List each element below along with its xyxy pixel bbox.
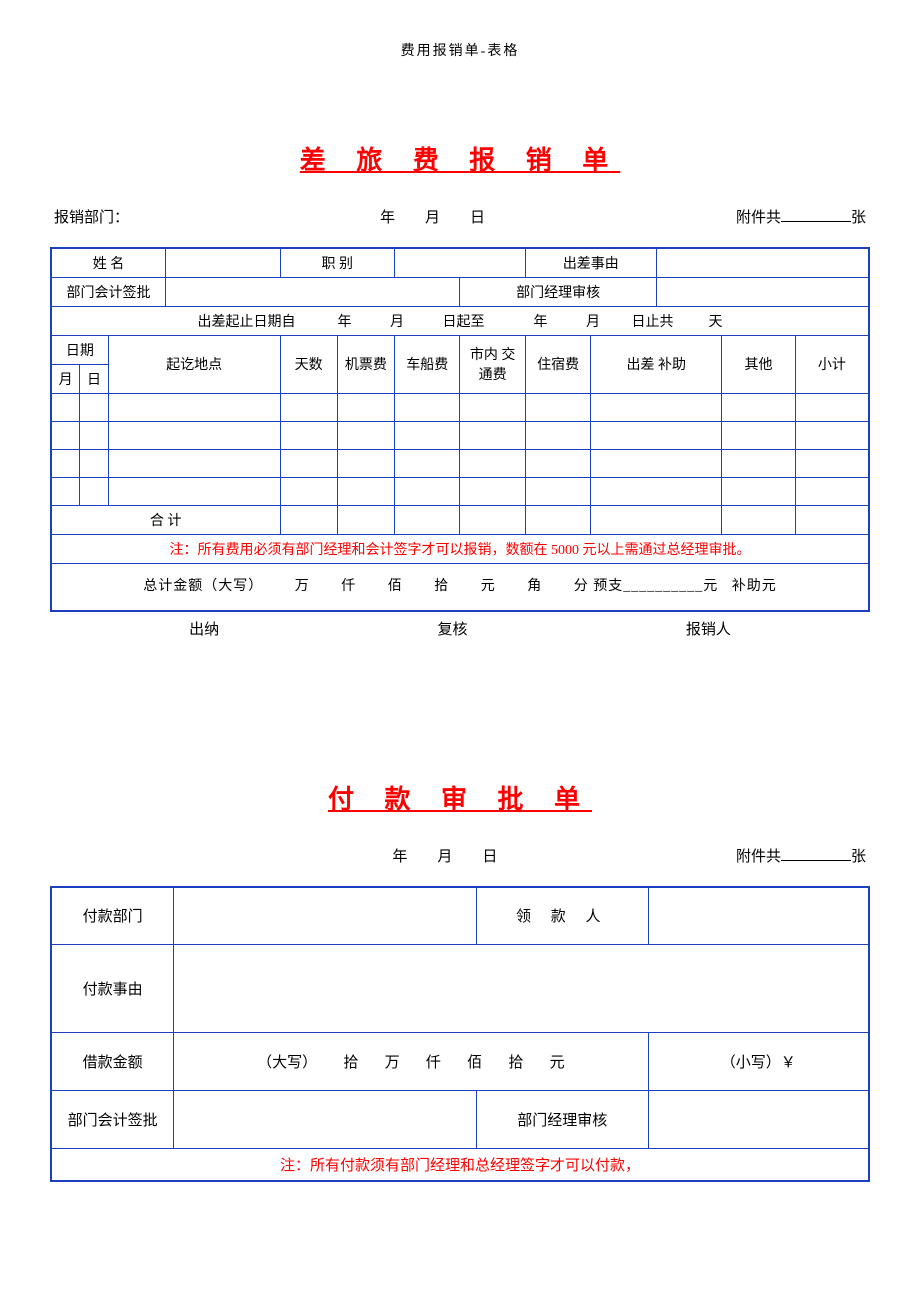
row-name: 姓 名 职 别 出差事由 <box>51 248 869 278</box>
hdr-date: 日期 <box>51 335 108 364</box>
hdr-place: 起讫地点 <box>108 335 280 393</box>
f2-row3: 借款金额 （大写） 拾 万 仟 佰 拾 元 （小写）￥ <box>51 1033 869 1091</box>
dept-label: 报销部门： <box>54 206 129 227</box>
form2-table: 付款部门 领 款 人 付款事由 借款金额 （大写） 拾 万 仟 佰 拾 元 （小… <box>50 886 870 1182</box>
f2-attach-blank[interactable] <box>781 844 851 861</box>
total-row: 合 计 <box>51 505 869 534</box>
form2-meta: 年 月 日 附件共 张 <box>50 844 870 866</box>
row-dates: 出差起止日期自 年 月 日起至 年 月 日止共 天 <box>51 306 869 335</box>
f2-dept-label: 付款部门 <box>51 887 174 945</box>
hdr-subtotal: 小计 <box>795 335 869 393</box>
hdr-boat: 车船费 <box>395 335 460 393</box>
name-field[interactable] <box>166 248 281 278</box>
f2-row1: 付款部门 领 款 人 <box>51 887 869 945</box>
f2-row4: 部门会计签批 部门经理审核 <box>51 1091 869 1149</box>
rank-label: 职 别 <box>280 248 395 278</box>
hdr-hotel: 住宿费 <box>525 335 590 393</box>
attach-blank[interactable] <box>781 205 851 222</box>
form2-title: 付 款 审 批 单 <box>50 779 870 816</box>
reason-field[interactable] <box>656 248 869 278</box>
note-row: 注：所有费用必须有部门经理和会计签字才可以报销，数额在 5000 元以上需通过总… <box>51 534 869 563</box>
review-label: 复核 <box>437 618 467 639</box>
hdr-allow: 出差 补助 <box>591 335 722 393</box>
f2-attach-suffix: 张 <box>851 845 866 866</box>
attach-suffix: 张 <box>851 206 866 227</box>
f2-note-row: 注：所有付款须有部门经理和总经理签字才可以付款， <box>51 1149 869 1181</box>
date-range-text[interactable]: 出差起止日期自 年 月 日起至 年 月 日止共 天 <box>51 306 869 335</box>
hdr-flight: 机票费 <box>337 335 394 393</box>
month-label: 月 <box>425 206 440 227</box>
f2-mgr-label: 部门经理审核 <box>476 1091 648 1149</box>
f2-attach-prefix: 附件共 <box>736 845 781 866</box>
data-row-1 <box>51 393 869 421</box>
f2-acc-label: 部门会计签批 <box>51 1091 174 1149</box>
f2-amount-small[interactable]: （小写）￥ <box>648 1033 869 1091</box>
mgr-check-field[interactable] <box>656 277 869 306</box>
cashier-label: 出纳 <box>189 618 219 639</box>
form1-footer: 出纳 复核 报销人 <box>50 618 870 639</box>
f2-payee-label: 领 款 人 <box>476 887 648 945</box>
hdr-d: 日 <box>80 364 109 393</box>
reason-label: 出差事由 <box>525 248 656 278</box>
f2-year: 年 <box>392 845 407 866</box>
hdr-city: 市内 交通费 <box>460 335 525 393</box>
f2-day: 日 <box>482 845 497 866</box>
data-row-2 <box>51 421 869 449</box>
f2-acc-field[interactable] <box>174 1091 477 1149</box>
data-row-4 <box>51 477 869 505</box>
f2-dept-field[interactable] <box>174 887 477 945</box>
day-label: 日 <box>470 206 485 227</box>
amount-row: 总计金额（大写） 万 仟 佰 拾 元 角 分 预支__________元 补助元 <box>51 563 869 611</box>
person-label: 报销人 <box>686 618 731 639</box>
row-sign: 部门会计签批 部门经理审核 <box>51 277 869 306</box>
hdr-days: 天数 <box>280 335 337 393</box>
data-row-3 <box>51 449 869 477</box>
form1-title: 差 旅 费 报 销 单 <box>50 140 870 177</box>
acc-sign-label: 部门会计签批 <box>51 277 166 306</box>
form1-table: 姓 名 职 别 出差事由 部门会计签批 部门经理审核 出差起止日期自 年 月 日… <box>50 247 870 613</box>
rank-field[interactable] <box>395 248 526 278</box>
f2-row2: 付款事由 <box>51 945 869 1033</box>
f2-reason-label: 付款事由 <box>51 945 174 1033</box>
total-label: 合 计 <box>51 505 280 534</box>
amount-text[interactable]: 总计金额（大写） 万 仟 佰 拾 元 角 分 预支__________元 补助元 <box>51 563 869 611</box>
f2-month: 月 <box>437 845 452 866</box>
form1-meta: 报销部门： 年 月 日 附件共 张 <box>50 205 870 227</box>
f2-reason-field[interactable] <box>174 945 869 1033</box>
f2-mgr-field[interactable] <box>648 1091 869 1149</box>
page-header: 费用报销单-表格 <box>50 40 870 60</box>
hdr-m: 月 <box>51 364 80 393</box>
year-label: 年 <box>380 206 395 227</box>
acc-sign-field[interactable] <box>166 277 460 306</box>
name-label: 姓 名 <box>51 248 166 278</box>
row-header1: 日期 起讫地点 天数 机票费 车船费 市内 交通费 住宿费 出差 补助 其他 小… <box>51 335 869 364</box>
f2-payee-field[interactable] <box>648 887 869 945</box>
f2-note: 注：所有付款须有部门经理和总经理签字才可以付款， <box>51 1149 869 1181</box>
mgr-check-label: 部门经理审核 <box>460 277 656 306</box>
form1-note: 注：所有费用必须有部门经理和会计签字才可以报销，数额在 5000 元以上需通过总… <box>51 534 869 563</box>
f2-amount-big[interactable]: （大写） 拾 万 仟 佰 拾 元 <box>174 1033 648 1091</box>
hdr-other: 其他 <box>722 335 796 393</box>
f2-amount-label: 借款金额 <box>51 1033 174 1091</box>
attach-prefix: 附件共 <box>736 206 781 227</box>
